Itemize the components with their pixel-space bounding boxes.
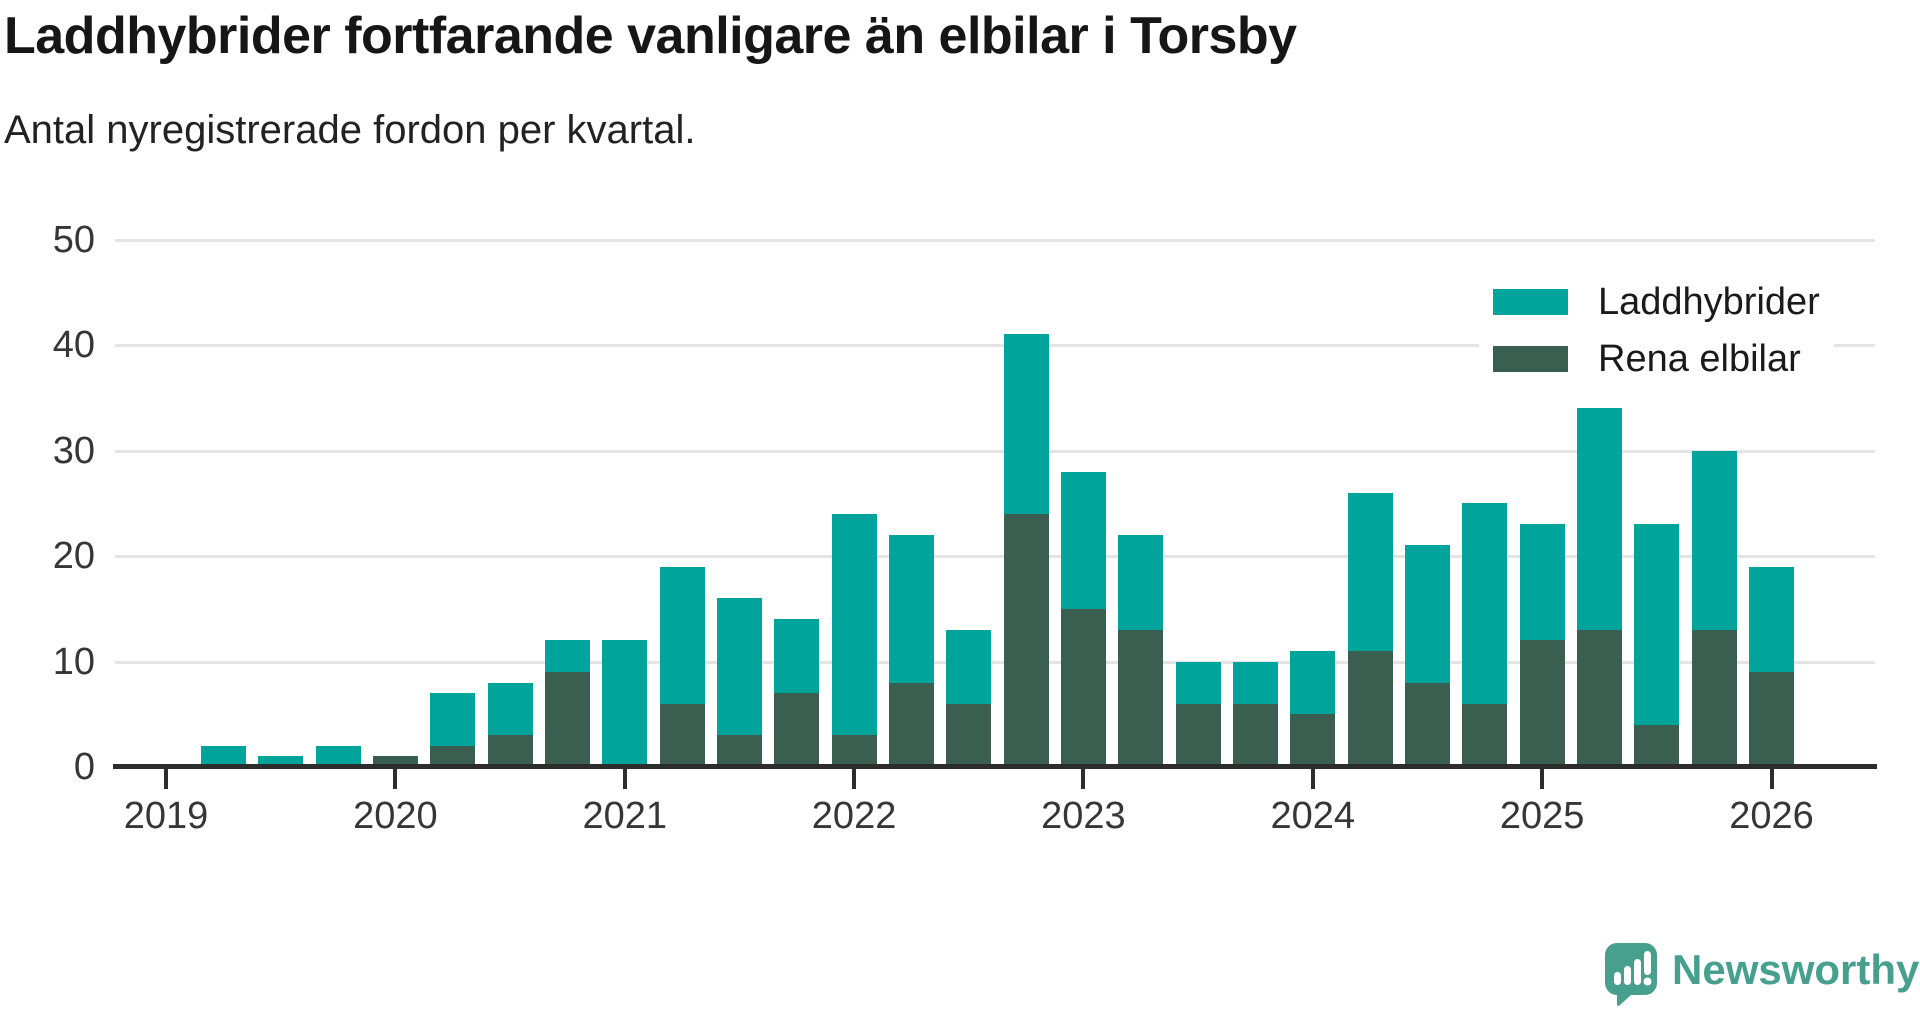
y-axis-label: 10 <box>0 638 95 686</box>
y-axis-label: 0 <box>0 743 95 791</box>
x-axis-tick <box>1540 769 1544 789</box>
bar-segment-laddhybrider <box>1348 493 1393 651</box>
y-axis-label: 30 <box>0 427 95 475</box>
bar-segment-laddhybrider <box>1004 334 1049 513</box>
bar-segment-rena-elbilar <box>1520 640 1565 767</box>
legend-item-laddhybrider: Laddhybrider <box>1493 282 1820 322</box>
bar-segment-laddhybrider <box>1692 451 1737 630</box>
bar-segment-laddhybrider <box>1233 662 1278 704</box>
chart-canvas: Laddhybrider fortfarande vanligare än el… <box>0 0 1920 1010</box>
legend-label: Laddhybrider <box>1598 282 1820 322</box>
x-axis-year-label: 2021 <box>555 795 695 838</box>
x-axis-year-label: 2023 <box>1013 795 1153 838</box>
legend-label: Rena elbilar <box>1598 339 1801 379</box>
newsworthy-branding: Newsworthy <box>1604 942 1919 1006</box>
bar-segment-rena-elbilar <box>774 693 819 767</box>
bar-segment-rena-elbilar <box>889 683 934 767</box>
x-axis-tick <box>1081 769 1085 789</box>
bar-segment-rena-elbilar <box>545 672 590 767</box>
bar-segment-rena-elbilar <box>1176 704 1221 767</box>
bar-segment-laddhybrider <box>1290 651 1335 714</box>
bar-segment-laddhybrider <box>1462 503 1507 703</box>
bar-segment-rena-elbilar <box>1749 672 1794 767</box>
chart-title: Laddhybrider fortfarande vanligare än el… <box>4 6 1804 66</box>
bar-segment-rena-elbilar <box>1290 714 1335 767</box>
bar-segment-rena-elbilar <box>717 735 762 767</box>
x-axis-tick <box>623 769 627 789</box>
y-axis-label: 50 <box>0 216 95 264</box>
x-axis-tick <box>1311 769 1315 789</box>
laddhybrider-swatch <box>1493 289 1568 315</box>
bar-segment-laddhybrider <box>1118 535 1163 630</box>
bar-segment-rena-elbilar <box>1348 651 1393 767</box>
bar-segment-rena-elbilar <box>1004 514 1049 767</box>
x-axis-year-label: 2025 <box>1472 795 1612 838</box>
bar-segment-laddhybrider <box>1405 545 1450 682</box>
bar-segment-rena-elbilar <box>488 735 533 767</box>
bar-segment-laddhybrider <box>1749 567 1794 673</box>
bar-segment-laddhybrider <box>488 683 533 736</box>
y-axis-label: 40 <box>0 321 95 369</box>
rena-elbilar-swatch <box>1493 346 1568 372</box>
x-axis-tick <box>164 769 168 789</box>
bar-segment-laddhybrider <box>1061 472 1106 609</box>
bar-segment-laddhybrider <box>946 630 991 704</box>
legend: Laddhybrider Rena elbilar <box>1479 272 1834 389</box>
x-axis-year-label: 2024 <box>1243 795 1383 838</box>
bar-segment-rena-elbilar <box>1061 609 1106 767</box>
bar-segment-rena-elbilar <box>1462 704 1507 767</box>
bar-segment-laddhybrider <box>545 640 590 672</box>
bar-segment-laddhybrider <box>660 567 705 704</box>
bar-segment-laddhybrider <box>774 619 819 693</box>
brand-name: Newsworthy <box>1672 942 1919 998</box>
bar-segment-laddhybrider <box>717 598 762 735</box>
bar-segment-laddhybrider <box>1176 662 1221 704</box>
legend-item-rena-elbilar: Rena elbilar <box>1493 339 1820 379</box>
bar-segment-laddhybrider <box>1520 524 1565 640</box>
gridline <box>115 239 1875 242</box>
bar-segment-rena-elbilar <box>1577 630 1622 767</box>
x-axis-tick <box>852 769 856 789</box>
bar-segment-rena-elbilar <box>946 704 991 767</box>
bar-segment-laddhybrider <box>1577 408 1622 630</box>
bar-segment-rena-elbilar <box>660 704 705 767</box>
bar-segment-rena-elbilar <box>1405 683 1450 767</box>
bar-segment-rena-elbilar <box>1118 630 1163 767</box>
x-axis-year-label: 2022 <box>784 795 924 838</box>
x-axis-year-label: 2026 <box>1702 795 1842 838</box>
chart-subtitle: Antal nyregistrerade fordon per kvartal. <box>4 108 1404 153</box>
bar-segment-rena-elbilar <box>832 735 877 767</box>
x-axis-tick <box>1770 769 1774 789</box>
x-axis-line <box>113 764 1877 769</box>
x-axis-tick <box>393 769 397 789</box>
x-axis-year-label: 2020 <box>325 795 465 838</box>
bar-segment-laddhybrider <box>832 514 877 736</box>
bar-segment-laddhybrider <box>430 693 475 746</box>
bar-segment-rena-elbilar <box>1692 630 1737 767</box>
bar-segment-laddhybrider <box>889 535 934 683</box>
bar-segment-rena-elbilar <box>1634 725 1679 767</box>
x-axis-year-label: 2019 <box>96 795 236 838</box>
newsworthy-logo-icon <box>1604 942 1658 1006</box>
y-axis-label: 20 <box>0 532 95 580</box>
bar-segment-rena-elbilar <box>1233 704 1278 767</box>
bar-segment-laddhybrider <box>602 640 647 767</box>
bar-segment-laddhybrider <box>1634 524 1679 724</box>
